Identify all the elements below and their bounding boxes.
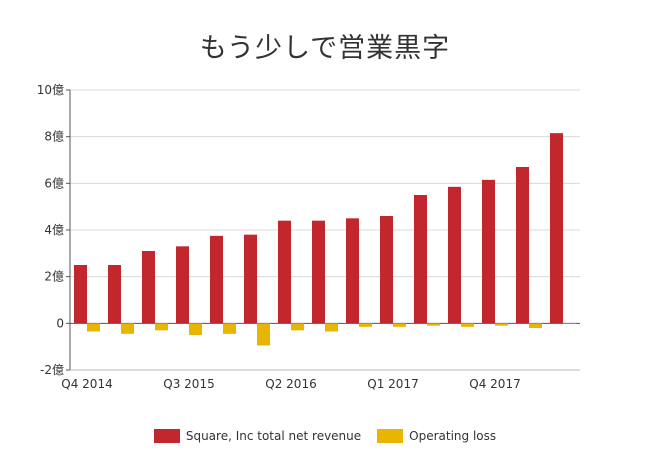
bar-operating-loss[interactable] [325,323,338,332]
bar-revenue[interactable] [516,167,529,324]
bar-revenue[interactable] [550,133,563,324]
y-tick-label: 2億 [44,270,64,284]
bar-operating-loss[interactable] [155,323,168,331]
legend: Square, Inc total net revenue Operating … [0,429,650,443]
bar-revenue[interactable] [142,251,155,324]
bar-revenue[interactable] [312,220,325,324]
legend-label-revenue: Square, Inc total net revenue [185,429,362,443]
chart-title: もう少しで営業黒字 [199,33,451,64]
y-tick-label: 10億 [37,83,64,97]
legend-item-revenue[interactable]: Square, Inc total net revenue [153,429,362,443]
bar-operating-loss[interactable] [495,323,508,326]
y-tick-label: -2億 [40,363,64,377]
bar-operating-loss[interactable] [189,323,202,335]
legend-swatch-revenue [153,429,180,443]
bar-operating-loss[interactable] [359,323,372,327]
y-tick-label: 4億 [44,223,64,237]
bar-operating-loss[interactable] [529,323,542,328]
bar-revenue[interactable] [210,235,223,324]
tick-labels: -2億 0 2億 4億 6億 8億 10億 Q4 2014 Q3 2015 Q2 2016 Q1 2… [37,83,521,391]
bar-operating-loss[interactable] [291,323,304,331]
bar-revenue[interactable] [346,218,359,324]
bar-operating-loss[interactable] [223,323,236,334]
legend-item-operating-loss[interactable]: Operating loss [377,429,496,443]
legend-swatch-operating-loss [377,429,404,443]
bar-revenue[interactable] [380,216,393,324]
y-tick-label: 0 [56,316,64,330]
bar-revenue[interactable] [244,234,257,324]
x-tick-label: Q4 2017 [469,377,520,391]
bar-chart: -2億 0 2億 4億 6億 8億 10億 Q4 2014 Q3 2015 Q2 2016 Q1 2… [37,83,580,391]
bar-operating-loss[interactable] [121,323,134,334]
bar-operating-loss[interactable] [257,323,270,346]
bar-revenue[interactable] [482,179,495,324]
y-tick-label: 8億 [44,130,64,144]
bar-revenue[interactable] [74,265,87,324]
x-tick-label: Q4 2014 [61,377,112,391]
bar-revenue[interactable] [448,186,461,324]
bar-operating-loss[interactable] [427,323,440,326]
bar-operating-loss[interactable] [87,323,100,332]
bar-revenue[interactable] [278,220,291,324]
y-tick-label: 6億 [44,176,64,190]
bars [74,133,576,346]
bar-operating-loss[interactable] [461,323,474,327]
bar-revenue[interactable] [108,265,121,324]
bar-operating-loss[interactable] [393,323,406,327]
x-tick-label: Q1 2017 [367,377,418,391]
bar-revenue[interactable] [414,195,427,324]
bar-revenue[interactable] [176,246,189,324]
x-tick-label: Q2 2016 [265,377,316,391]
legend-label-operating-loss: Operating loss [409,429,497,443]
x-tick-label: Q3 2015 [163,377,214,391]
